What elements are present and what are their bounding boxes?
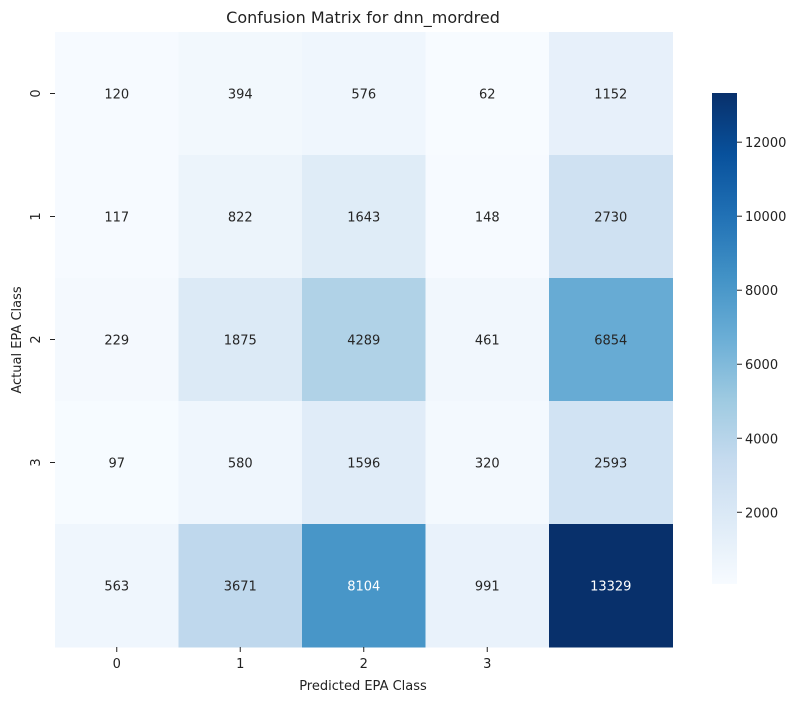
heatmap-cell: [549, 278, 673, 402]
colorbar-tick-label: 10000: [745, 210, 786, 225]
cell-value-label: 97: [108, 457, 125, 472]
cell-value-label: 3671: [224, 580, 257, 595]
heatmap-cell: [178, 401, 303, 525]
cell-value-label: 62: [479, 88, 496, 103]
heatmap-cells: [55, 32, 673, 648]
heatmap-cell: [425, 278, 550, 402]
cell-value-label: 2593: [594, 457, 627, 472]
heatmap-cell: [302, 278, 426, 402]
heatmap-cell: [302, 401, 426, 525]
cell-value-label: 580: [228, 457, 253, 472]
colorbar-tick-label: 4000: [745, 432, 778, 447]
colorbar-ticks: 2000 4000 6000 8000 10000 12000: [737, 136, 786, 521]
colorbar-tick-label: 2000: [745, 506, 778, 521]
cell-value-label: 576: [351, 88, 376, 103]
x-tick-label: 2: [360, 657, 368, 672]
y-tick-label: 2: [29, 335, 44, 343]
y-axis-ticks: 0 1 2 3: [29, 89, 55, 467]
cell-value-label: 1643: [347, 211, 380, 226]
heatmap-cell: [425, 401, 550, 525]
cell-value-label: 13329: [590, 580, 631, 595]
cell-value-label: 6854: [594, 334, 627, 349]
x-tick-label: 1: [236, 657, 244, 672]
heatmap-cell: [425, 32, 550, 156]
y-tick-label: 1: [29, 212, 44, 220]
cell-value-labels: 120 394 576 62 1152 117 822 1643 148 2730 229 1875 4…: [104, 88, 631, 595]
heatmap-cell: [178, 524, 303, 648]
heatmap-cell: [178, 32, 303, 156]
heatmap-cell: [549, 32, 673, 156]
cell-value-label: 991: [475, 580, 500, 595]
heatmap-cell: [549, 524, 673, 648]
heatmap-cell: [55, 155, 179, 279]
colorbar: [712, 93, 737, 584]
colorbar-tick-label: 6000: [745, 358, 778, 373]
cell-value-label: 394: [228, 88, 253, 103]
cell-value-label: 8104: [347, 580, 380, 595]
cell-value-label: 1875: [224, 334, 257, 349]
cell-value-label: 1596: [347, 457, 380, 472]
cell-value-label: 117: [104, 211, 129, 226]
cell-value-label: 2730: [594, 211, 627, 226]
cell-value-label: 320: [475, 457, 500, 472]
cell-value-label: 148: [475, 211, 500, 226]
heatmap-cell: [425, 155, 550, 279]
cell-value-label: 229: [104, 334, 129, 349]
heatmap-cell: [549, 155, 673, 279]
heatmap-cell: [178, 155, 303, 279]
cell-value-label: 1152: [594, 88, 627, 103]
heatmap-cell: [302, 155, 426, 279]
heatmap-cell: [55, 401, 179, 525]
x-tick-label: 3: [483, 657, 491, 672]
x-tick-label: 0: [113, 657, 121, 672]
heatmap-cell: [55, 32, 179, 156]
y-axis-label: Actual EPA Class: [10, 286, 25, 394]
heatmap-cell: [55, 524, 179, 648]
colorbar-tick-label: 8000: [745, 284, 778, 299]
heatmap-cell: [178, 278, 303, 402]
y-tick-label: 0: [29, 89, 44, 97]
cell-value-label: 822: [228, 211, 253, 226]
cell-value-label: 120: [104, 88, 129, 103]
heatmap-cell: [302, 32, 426, 156]
colorbar-tick-label: 12000: [745, 136, 786, 151]
chart-title: Confusion Matrix for dnn_mordred: [226, 8, 500, 28]
heatmap-cell: [55, 278, 179, 402]
heatmap-cell: [302, 524, 426, 648]
heatmap-cell: [425, 524, 550, 648]
cell-value-label: 4289: [347, 334, 380, 349]
heatmap-cell: [549, 401, 673, 525]
cell-value-label: 461: [475, 334, 500, 349]
y-tick-label: 3: [29, 458, 44, 466]
x-axis-label: Predicted EPA Class: [299, 679, 427, 694]
x-axis-ticks: 0 1 2 3: [113, 647, 491, 672]
cell-value-label: 563: [104, 580, 129, 595]
